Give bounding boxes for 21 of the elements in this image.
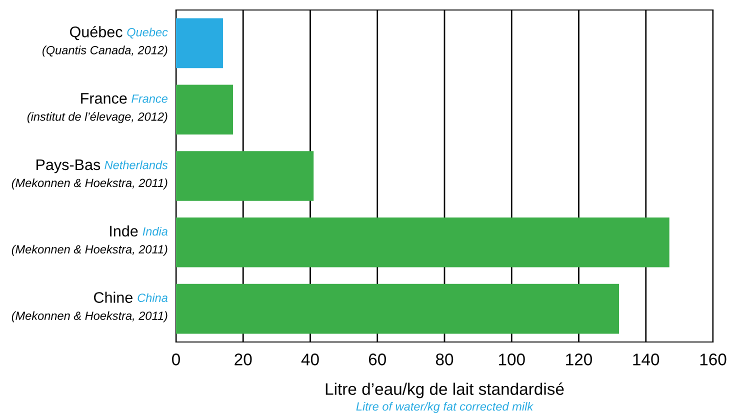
y-tick-label: Inde India (Mekonnen & Hoekstra, 2011) (12, 225, 168, 256)
bar (176, 151, 314, 201)
x-tick-label: 60 (368, 354, 386, 366)
bar (176, 284, 620, 334)
bar (176, 84, 234, 134)
y-tick-label: France France (institut de l’élevage, 2012) (27, 93, 168, 124)
x-tick-label: 160 (700, 354, 726, 366)
x-tick-label: 100 (498, 354, 525, 366)
x-tick-label: 0 (172, 354, 180, 366)
text: Litre of water/kg fat corrected milk (356, 402, 534, 413)
y-tick-label: Pays-Bas Netherlands (Mekonnen & Hoekstra, 2011) (12, 159, 168, 190)
bar (176, 218, 670, 268)
y-tick-label: Chine China (Mekonnen & Hoekstra, 2011) (12, 292, 168, 322)
x-tick-label: 80 (436, 354, 454, 366)
x-axis-title: Litre d’eau/kg de lait standardisé (326, 382, 564, 398)
bar (176, 18, 223, 68)
x-tick-label: 120 (566, 354, 592, 366)
x-tick-label: 40 (301, 354, 319, 366)
x-tick-label: 20 (234, 354, 252, 366)
y-tick-label: Québec Quebec (Quantis Canada, 2012) (42, 26, 168, 57)
x-tick-label: 140 (633, 354, 660, 366)
